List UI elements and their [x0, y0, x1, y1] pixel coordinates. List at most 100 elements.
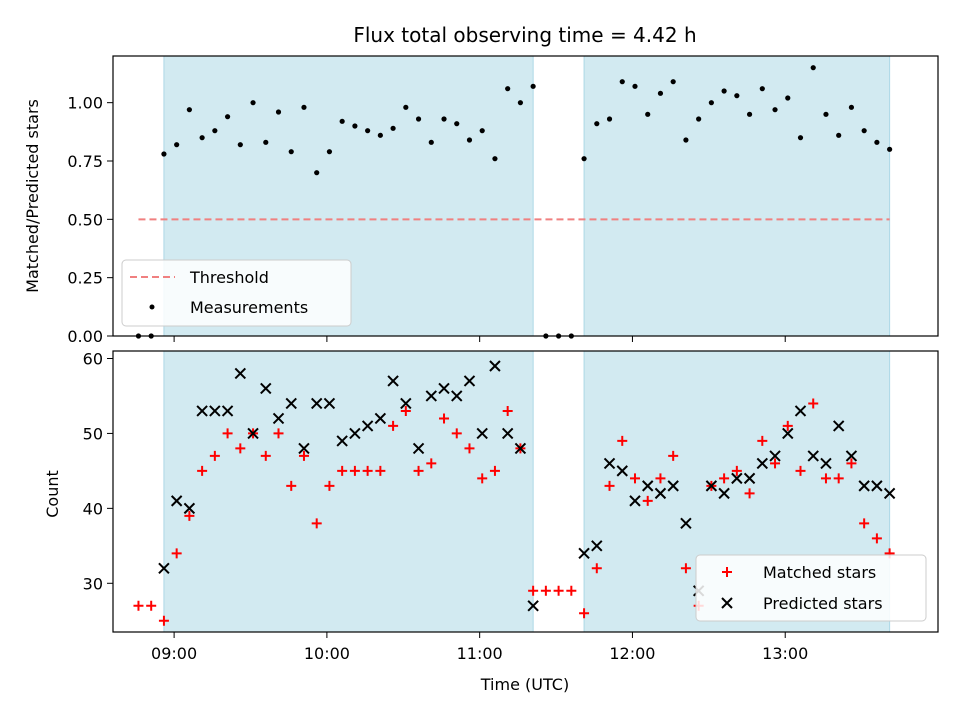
measurement-point [708, 100, 714, 106]
measurement-point [734, 93, 740, 99]
measurement-point [415, 116, 422, 122]
matched-star-point [617, 435, 628, 446]
matched-star-point [171, 548, 182, 559]
y-tick-label: 0.00 [67, 327, 103, 346]
measurement-point [874, 139, 880, 145]
predicted-star-point [221, 405, 234, 417]
legend-measurements-label: Measurements [190, 298, 308, 317]
observing-interval-shading [163, 55, 891, 337]
matched-star-point [273, 428, 284, 439]
predicted-star-point [731, 472, 743, 485]
matched-star-point [260, 450, 271, 461]
predicted-star-point [425, 390, 437, 402]
matched-star-point [311, 518, 322, 529]
x-tick-label: 11:00 [457, 644, 503, 663]
measurement-point [339, 118, 345, 124]
measurement-point [836, 132, 842, 138]
matched-star-point [795, 465, 806, 476]
predicted-star-point [285, 397, 297, 410]
predicted-star-point [387, 375, 399, 387]
predicted-star-point [336, 435, 348, 447]
measurement-point [696, 116, 702, 122]
x-tick-label: 09:00 [151, 644, 197, 663]
matched-star-point [235, 443, 246, 454]
ratio-y-ticks: 0.00 0.25 0.50 0.75 1.00 [67, 94, 113, 346]
matched-star-point [426, 458, 437, 469]
measurement-point [759, 86, 765, 92]
measurement-point [772, 107, 778, 113]
ratio-x-ticks [173, 336, 786, 342]
predicted-star-point [310, 397, 323, 410]
ratio-legend-box [121, 259, 352, 327]
predicted-star-point [196, 405, 208, 417]
predicted-star-point [170, 495, 183, 507]
matched-star-point [604, 480, 615, 491]
predicted-star-point [451, 390, 463, 402]
measurement-point [212, 128, 218, 134]
predicted-star-point [374, 412, 387, 425]
measurement-point [275, 109, 282, 115]
predicted-star-point [883, 487, 896, 500]
y-tick-label: 60 [83, 349, 103, 368]
measurement-point [594, 121, 600, 127]
measurement-point [314, 170, 320, 176]
predicted-star-point [272, 412, 285, 425]
predicted-star-point [705, 480, 718, 492]
predicted-star-point [794, 405, 807, 417]
measurement-point [606, 116, 613, 122]
matched-star-point [591, 563, 602, 574]
ratio-legend: Threshold Measurements [121, 259, 352, 327]
predicted-star-point [412, 442, 425, 455]
measurement-point [530, 83, 536, 89]
measurement-point [887, 146, 893, 152]
matched-star-point [388, 420, 399, 431]
measurement-point [186, 107, 192, 113]
predicted-star-point [680, 517, 692, 530]
measurement-point [861, 128, 867, 134]
measurement-point [657, 90, 664, 96]
x-axis-label: Time (UTC) [480, 675, 569, 694]
matched-star-point [349, 465, 360, 476]
legend-measurement-swatch [149, 304, 155, 310]
matched-star-point [642, 495, 653, 506]
measurement-point [199, 135, 205, 141]
predicted-star-point [247, 427, 259, 440]
y-tick-label: 0.50 [67, 210, 103, 229]
matched-star-point [298, 450, 309, 461]
x-tick-label: 10:00 [304, 644, 350, 663]
measurement-point [174, 142, 180, 148]
legend-matched-label: Matched stars [763, 563, 876, 582]
predicted-star-point [858, 480, 870, 492]
predicted-star-point [756, 457, 769, 470]
matched-star-point [871, 533, 882, 544]
y-tick-label: 1.00 [67, 94, 103, 113]
measurement-point [810, 65, 816, 71]
matched-star-point [820, 473, 831, 484]
measurement-point [377, 132, 383, 138]
matched-star-point [158, 615, 169, 626]
measurement-point [250, 100, 256, 106]
predicted-star-point [591, 540, 603, 552]
predicted-star-point [616, 465, 628, 477]
count-points [133, 360, 896, 626]
matched-star-point [209, 450, 220, 461]
measurement-point [683, 137, 689, 143]
measurement-point [441, 116, 447, 122]
matched-star-point [540, 585, 551, 596]
predicted-star-point [718, 487, 730, 500]
predicted-star-point [871, 480, 883, 492]
count-y-axis-label: Count [43, 470, 62, 518]
matched-star-point [629, 473, 640, 484]
matched-star-point [324, 480, 335, 491]
predicted-star-point [832, 420, 845, 432]
measurement-point [797, 135, 804, 141]
measurement-point [224, 114, 231, 120]
matched-star-point [502, 405, 513, 416]
predicted-star-point [501, 427, 514, 440]
matched-star-point [286, 480, 297, 491]
matched-star-point [757, 435, 768, 446]
matched-star-point [413, 465, 424, 476]
measurement-point [479, 128, 485, 134]
x-tick-label: 13:00 [762, 644, 808, 663]
matched-star-point [133, 600, 144, 611]
